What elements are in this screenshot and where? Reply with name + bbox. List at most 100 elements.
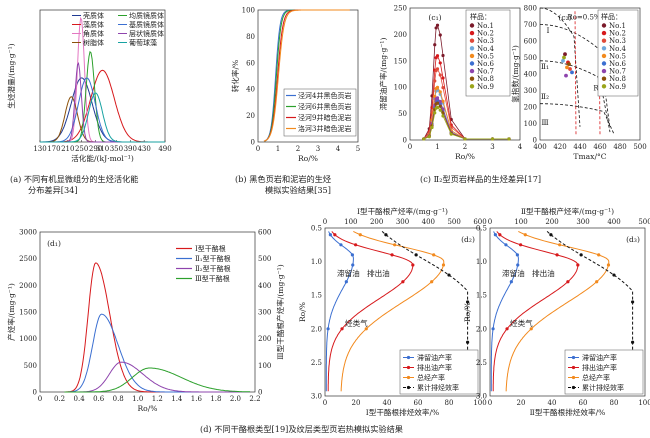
tag-d2: (d₂) bbox=[461, 235, 475, 244]
xtick-a: 130 bbox=[33, 145, 46, 153]
xtick-d1: 1.6 bbox=[191, 395, 203, 403]
xtick-c1: 0 bbox=[408, 143, 412, 151]
toptick-d2: 600 bbox=[473, 218, 486, 226]
toptick-d2: 200 bbox=[370, 218, 383, 226]
legend-c2-No.7: No.7 bbox=[609, 68, 626, 76]
ytick-c1: 50 bbox=[398, 110, 407, 118]
point-c2 bbox=[562, 55, 566, 60]
point-c1 bbox=[422, 137, 426, 141]
point-c1 bbox=[438, 99, 442, 104]
point-c1 bbox=[438, 90, 442, 94]
legend-marker-d3 bbox=[571, 375, 576, 380]
point-d2 bbox=[364, 327, 368, 331]
legend-marker-d2 bbox=[406, 355, 411, 360]
ytick-c2: 700 bbox=[524, 21, 537, 29]
zone-label-c2: Ⅱ₂ bbox=[541, 92, 549, 101]
point-c1 bbox=[490, 137, 495, 141]
point-d2 bbox=[344, 280, 348, 284]
point-c1 bbox=[435, 101, 440, 105]
zone-label-c2: Ⅰ bbox=[547, 26, 550, 35]
ytick-d3: 3.0 bbox=[476, 393, 487, 401]
curve-label-d3: 滞留油 bbox=[502, 268, 525, 278]
ylabel-c1: 滞留油产率/(mg·g⁻¹) bbox=[378, 38, 388, 111]
series-d1-1 bbox=[64, 313, 251, 393]
point-d2 bbox=[390, 253, 394, 257]
y2tick-d1: 500 bbox=[258, 255, 271, 263]
xtick-c1: 2 bbox=[463, 143, 467, 151]
ytick-c2: 300 bbox=[524, 87, 537, 95]
legend-c1-No.9: No.9 bbox=[477, 83, 494, 91]
legend-b-frame bbox=[283, 88, 357, 137]
point-d2 bbox=[358, 233, 362, 237]
xtick-c1: 3 bbox=[490, 143, 494, 151]
xtick-b: 3 bbox=[316, 145, 320, 153]
legend-c1-No.3: No.3 bbox=[477, 37, 494, 45]
point-c2 bbox=[561, 58, 565, 63]
ytick-c1: 250 bbox=[394, 5, 407, 13]
point-d2 bbox=[447, 273, 451, 277]
point-c1 bbox=[507, 137, 511, 141]
xtick-a: 290 bbox=[89, 145, 102, 153]
point-c1 bbox=[435, 96, 440, 100]
xtick-b: 2 bbox=[296, 145, 300, 153]
toptick-d3: 500 bbox=[638, 218, 650, 226]
point-d3 bbox=[555, 253, 559, 257]
point-d3 bbox=[498, 233, 502, 237]
legend-d2-2: 总经产率 bbox=[417, 373, 445, 382]
ytick-c2: 200 bbox=[524, 104, 537, 112]
ytick-d3: 1.5 bbox=[476, 292, 487, 300]
toptick-d3: 0 bbox=[488, 218, 492, 226]
y2tick-d1: 300 bbox=[258, 309, 271, 317]
point-d3 bbox=[579, 253, 583, 257]
legend-title-c1: 样品： bbox=[470, 12, 491, 21]
point-c1 bbox=[441, 107, 445, 111]
point-d2 bbox=[430, 280, 434, 284]
legend-d3-1: 排出油产率 bbox=[582, 363, 617, 372]
xtick-d1: 1.8 bbox=[210, 395, 221, 403]
curve-label-d2: 烃类气 bbox=[345, 318, 368, 328]
toplabel-d3: Ⅱ型干酪根产烃率/(mg·g⁻¹) bbox=[521, 206, 614, 216]
point-d2 bbox=[350, 253, 354, 257]
y2tick-d1: 400 bbox=[258, 282, 271, 290]
ytick-d2: 0.5 bbox=[311, 225, 322, 233]
point-c1 bbox=[435, 85, 440, 89]
xtick-d1: 1.0 bbox=[132, 395, 143, 403]
series-d3-2 bbox=[505, 230, 610, 392]
point-d2 bbox=[441, 263, 446, 267]
legend-b-0: 泾河4井黑色页岩 bbox=[298, 91, 351, 100]
ytick-d3: 1.0 bbox=[476, 258, 487, 266]
legend-a-树脂体: 树脂体 bbox=[83, 38, 104, 47]
ylabel-d2: Ro/% bbox=[298, 302, 307, 322]
legend-marker-c2 bbox=[601, 61, 607, 66]
legend-marker-d2 bbox=[406, 365, 411, 370]
legend-a-层状镜质体: 层状镜质体 bbox=[129, 29, 164, 38]
xtick-a: 350 bbox=[110, 145, 123, 153]
xtick-b: 1 bbox=[276, 145, 280, 153]
caption-d: (d) 不同干酪根类型[19]及纹层类型页岩热模拟实验结果 bbox=[200, 424, 403, 434]
point-d3 bbox=[505, 327, 509, 331]
ytick-d1: 1500 bbox=[19, 309, 37, 317]
point-c1 bbox=[449, 132, 453, 136]
point-c2 bbox=[564, 73, 568, 78]
legend-d1-1: Ⅱ₁型干酪根 bbox=[195, 254, 231, 263]
legend-c2-No.9: No.9 bbox=[609, 83, 626, 91]
ytick-d1: 1000 bbox=[19, 335, 37, 343]
series-d2-2 bbox=[340, 230, 445, 392]
xlabel-b: Ro/% bbox=[298, 154, 318, 163]
legend-c1-No.4: No.4 bbox=[477, 45, 494, 53]
legend-marker-c1 bbox=[469, 53, 475, 59]
series-d3-0 bbox=[490, 231, 519, 392]
point-c1 bbox=[441, 76, 445, 80]
legend-a-壳质体: 壳质体 bbox=[83, 11, 104, 20]
point-d2 bbox=[466, 300, 470, 304]
series-b-3 bbox=[263, 9, 350, 142]
ytick-b: 0 bbox=[251, 139, 255, 147]
point-d2 bbox=[411, 263, 415, 267]
point-d3 bbox=[504, 243, 508, 247]
point-c1 bbox=[435, 23, 440, 27]
legend-marker-c1 bbox=[469, 23, 475, 28]
point-c1 bbox=[430, 125, 434, 130]
point-d2 bbox=[384, 233, 388, 237]
xtick-c2: 400 bbox=[533, 143, 546, 151]
toptick-d2: 400 bbox=[422, 218, 435, 226]
